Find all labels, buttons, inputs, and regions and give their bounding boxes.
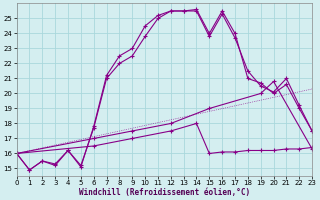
X-axis label: Windchill (Refroidissement éolien,°C): Windchill (Refroidissement éolien,°C) bbox=[79, 188, 250, 197]
